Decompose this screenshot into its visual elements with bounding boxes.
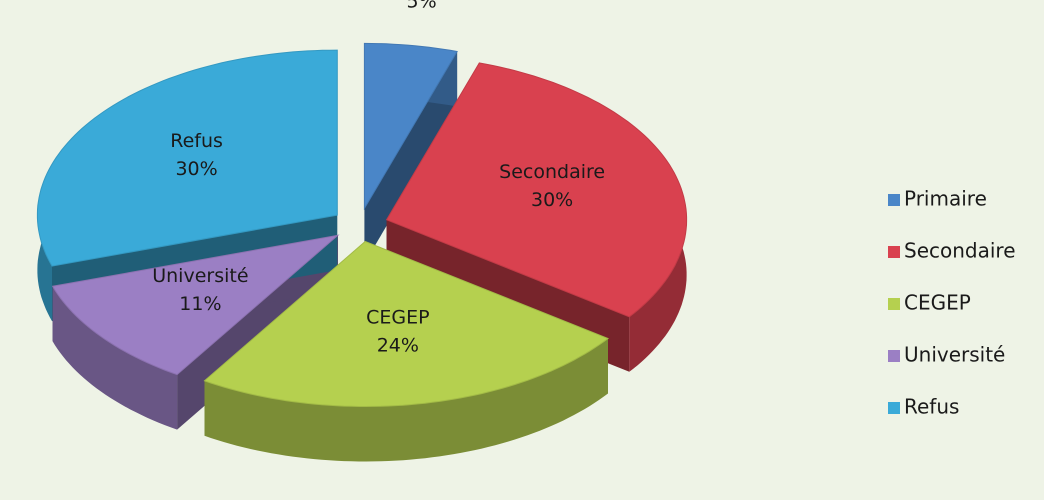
slice [203,240,610,407]
data-label-value: 11% [179,293,221,315]
data-label: Refus 30% [170,130,223,180]
data-label: CEGEP 24% [366,307,429,357]
slice [385,62,688,318]
data-label: Primaire5% [382,0,461,13]
legend-swatch [888,402,900,414]
legend-label: Secondaire [904,239,1016,263]
data-label-value: 24% [377,335,419,357]
slice [36,49,338,267]
legend-swatch [888,194,900,206]
data-label-value: 5% [407,0,437,13]
data-label: Secondaire 30% [499,161,605,211]
slice [363,42,458,211]
legend-swatch [888,246,900,258]
legend-label: Refus [904,395,959,419]
legend: Primaire Secondaire CEGEP Université Refus [888,187,1016,419]
data-label-value: 30% [531,189,573,211]
slice [51,234,340,376]
legend-swatch [888,350,900,362]
slice-wall [52,286,178,430]
legend-label: Université [904,343,1005,367]
legend-label: CEGEP [904,291,971,315]
data-label-value: 30% [175,158,217,180]
slice-side [364,51,458,264]
legend-label: Primaire [904,187,987,211]
slice-wall [204,338,608,462]
data-label: Université 11% [152,265,248,315]
pie: Primaire5% Secondaire 30% CEGEP 24% Universit… [36,0,688,462]
data-label-name: CEGEP [366,307,429,329]
legend-swatch [888,298,900,310]
data-label-name: Université [152,265,248,287]
data-label-name: Secondaire [499,161,605,183]
data-label-name: Refus [170,130,223,152]
